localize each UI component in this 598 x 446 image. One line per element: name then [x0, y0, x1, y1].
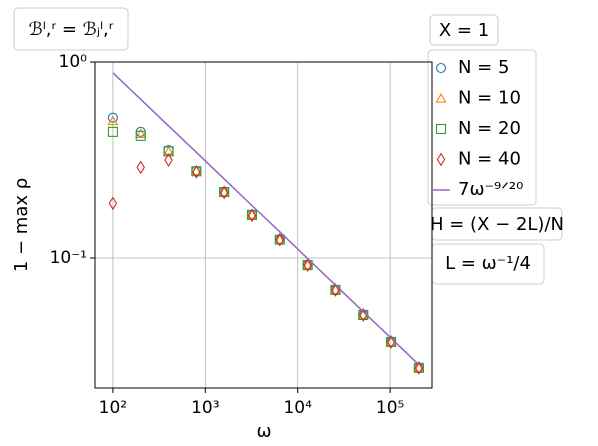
- point: [303, 258, 312, 272]
- point: [413, 362, 425, 372]
- annotation: L = ω⁻¹/4: [445, 253, 531, 274]
- legend-box: [427, 49, 537, 206]
- annotation: H = (X − 2L)/N: [430, 214, 564, 235]
- legend-label: 7ω⁻⁹ᐟ²⁰: [458, 179, 523, 200]
- point: [274, 234, 285, 245]
- legend-label: N = 40: [458, 149, 521, 170]
- legend-marker: [435, 123, 447, 135]
- point: [413, 362, 424, 373]
- point: [135, 128, 147, 138]
- chart-title: ℬˡ,ʳ = ℬⱼˡ,ʳ: [29, 19, 114, 40]
- point: [247, 208, 257, 223]
- fit-line: [112, 72, 420, 366]
- point: [219, 185, 229, 200]
- legend-label: N = 5: [458, 57, 509, 78]
- point: [329, 284, 341, 295]
- y-tick-label: 10⁻¹: [50, 248, 87, 268]
- point: [107, 115, 119, 126]
- legend-title-box: [429, 14, 499, 46]
- point: [108, 196, 118, 211]
- point: [164, 153, 173, 167]
- point: [274, 234, 286, 244]
- legend-marker: [435, 92, 447, 103]
- plot-frame: [94, 61, 433, 389]
- point: [192, 164, 201, 179]
- point: [218, 186, 230, 197]
- point: [385, 336, 397, 347]
- point: [414, 360, 424, 375]
- point: [246, 209, 258, 219]
- point: [302, 260, 313, 271]
- x-axis-label: ω: [256, 421, 271, 442]
- x-tick-label: 10⁵: [376, 398, 404, 418]
- x-tick-label: 10²: [99, 398, 127, 418]
- legend-title: X = 1: [439, 20, 489, 41]
- x-tick-label: 10⁴: [283, 398, 312, 418]
- point: [135, 130, 146, 141]
- point: [163, 146, 174, 157]
- legend-marker: [435, 62, 447, 74]
- y-tick-label: 10⁰: [59, 52, 88, 72]
- point: [136, 160, 145, 175]
- point: [302, 259, 314, 270]
- legend-label: N = 10: [458, 88, 521, 109]
- y-axis-label: 1 − max ρ: [11, 178, 32, 272]
- legend-label: N = 20: [458, 118, 521, 139]
- x-tick-label: 10³: [191, 398, 219, 418]
- point: [107, 126, 118, 137]
- title-box: [13, 7, 129, 51]
- point: [107, 112, 118, 123]
- point: [275, 232, 285, 247]
- legend-marker: [436, 152, 446, 167]
